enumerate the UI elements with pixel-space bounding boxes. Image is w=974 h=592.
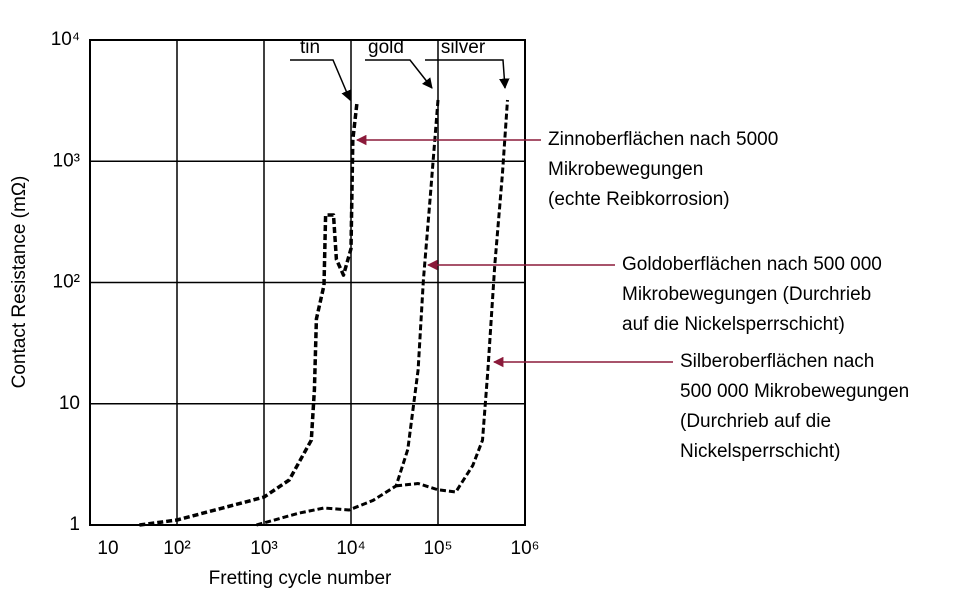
series-label: gold: [368, 37, 404, 58]
annotation-text: Mikrobewegungen: [548, 159, 703, 180]
leader-line: [365, 59, 433, 89]
annotation-text: Silberoberflächen nach: [680, 351, 874, 372]
x-tick-label: 10³: [250, 538, 277, 559]
leader-line: [425, 59, 510, 90]
annotation-text: Nickelsperrschicht): [680, 441, 840, 462]
annotation-text: auf die Nickelsperrschicht): [622, 314, 845, 335]
y-tick-label: 10²: [53, 272, 80, 293]
y-tick-label: 10³: [53, 150, 80, 171]
annotation-text: Zinnoberflächen nach 5000: [548, 129, 778, 150]
x-tick-label: 10: [97, 538, 118, 559]
data-line: [139, 103, 359, 527]
data-line: [395, 99, 509, 494]
annotation-text: (Durchrieb auf die: [680, 411, 831, 432]
y-axis-label: Contact Resistance (mΩ): [9, 176, 30, 389]
x-tick-label: 10²: [163, 538, 190, 559]
y-tick-label: 1: [69, 514, 80, 535]
x-axis-label: Fretting cycle number: [209, 568, 392, 589]
leader-line: [290, 59, 352, 101]
annotation-text: Mikrobewegungen (Durchrieb: [622, 284, 871, 305]
x-tick-label: 10⁶: [511, 538, 540, 559]
data-line: [256, 99, 440, 527]
annotation-text: (echte Reibkorrosion): [548, 189, 730, 210]
y-tick-label: 10: [59, 393, 80, 414]
x-tick-label: 10⁴: [336, 538, 365, 559]
series-label: silver: [441, 37, 486, 58]
y-tick-label: 10⁴: [51, 29, 80, 50]
x-tick-label: 10⁵: [423, 538, 452, 559]
series-label: tin: [300, 37, 320, 58]
annotation-text: Goldoberflächen nach 500 000: [622, 254, 882, 275]
annotation-text: 500 000 Mikrobewegungen: [680, 381, 909, 402]
